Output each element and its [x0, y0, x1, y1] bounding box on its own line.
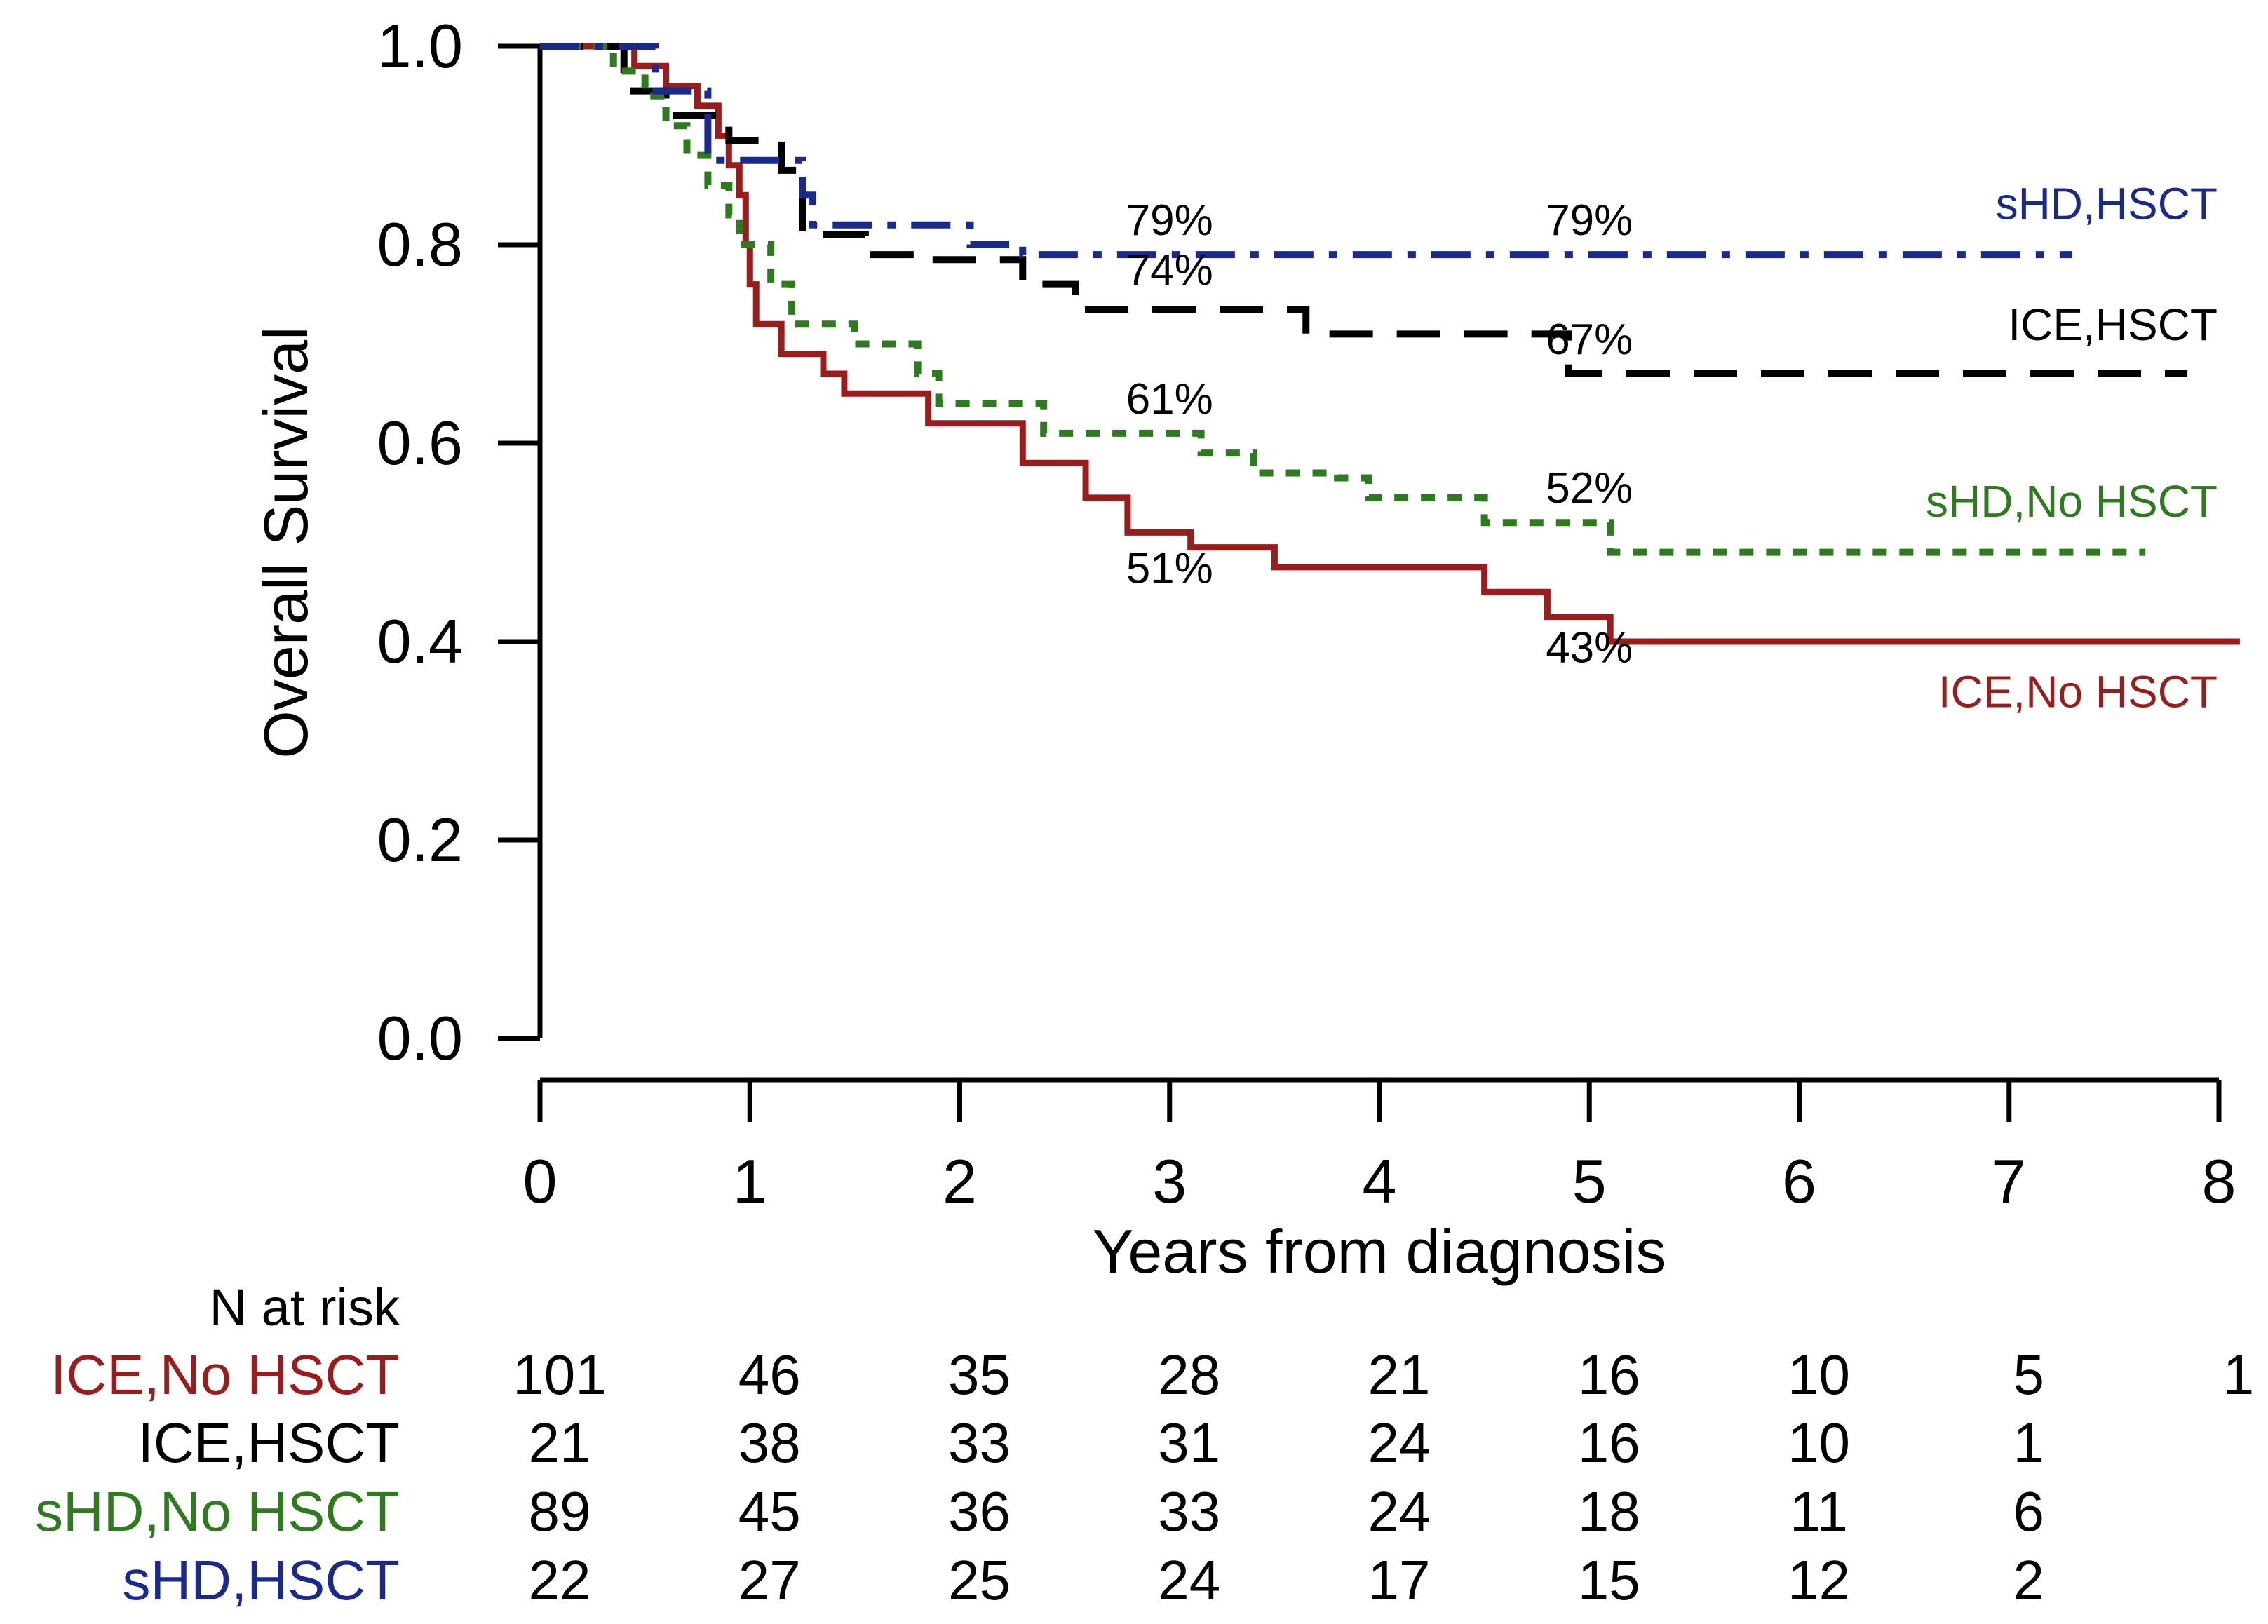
risk-count: 21 — [529, 1412, 591, 1474]
risk-count: 11 — [1790, 1480, 1848, 1543]
risk-count: 101 — [513, 1344, 606, 1406]
risk-count: 2 — [2013, 1549, 2045, 1611]
y-tick-label: 0.0 — [377, 1003, 463, 1073]
x-tick-label: 1 — [733, 1146, 767, 1216]
curve-labels: ICE,No HSCT 51% 43% ICE,HSCT 74% 67% sHD,No HS… — [1126, 178, 2218, 717]
risk-row-label: sHD,No HSCT — [35, 1480, 400, 1543]
percent-annotation: 79% — [1546, 196, 1633, 245]
risk-count: 16 — [1578, 1344, 1640, 1406]
y-tick-label: 0.4 — [377, 607, 463, 676]
y-tick-label: 0.2 — [377, 805, 463, 874]
risk-count: 38 — [738, 1412, 801, 1474]
risk-count: 12 — [1788, 1549, 1850, 1611]
risk-count: 89 — [529, 1480, 591, 1543]
series-label: sHD,No HSCT — [1926, 476, 2218, 527]
x-tick-label: 6 — [1782, 1146, 1816, 1216]
risk-count: 21 — [1368, 1344, 1431, 1406]
curve-ice-hsct — [540, 43, 2188, 377]
x-tick-label: 5 — [1572, 1146, 1607, 1216]
y-tick-label: 1.0 — [377, 11, 463, 81]
x-tick-label: 3 — [1152, 1146, 1187, 1216]
risk-count: 27 — [738, 1549, 801, 1611]
axes: 0.0 0.2 0.4 0.6 0.8 1.0 0 1 2 3 4 5 6 7 8 — [377, 11, 2236, 1216]
risk-count: 15 — [1578, 1549, 1640, 1611]
risk-row-label: ICE,HSCT — [138, 1412, 400, 1474]
risk-count: 24 — [1368, 1412, 1431, 1474]
risk-count: 6 — [2013, 1480, 2045, 1543]
risk-count: 45 — [738, 1480, 801, 1543]
x-tick-label: 0 — [523, 1146, 558, 1216]
risk-count: 28 — [1158, 1344, 1220, 1406]
risk-count: 5 — [2013, 1344, 2045, 1406]
risk-table-header: N at risk — [210, 1278, 400, 1337]
risk-count: 10 — [1788, 1412, 1850, 1474]
x-tick-label: 2 — [943, 1146, 977, 1216]
percent-annotation: 61% — [1126, 375, 1213, 424]
risk-count: 1 — [2013, 1412, 2045, 1474]
risk-count: 1 — [2223, 1344, 2255, 1406]
risk-count: 46 — [738, 1344, 801, 1406]
risk-count: 36 — [948, 1480, 1011, 1543]
percent-annotation: 67% — [1546, 316, 1633, 364]
x-axis-title: Years from diagnosis — [1093, 1217, 1667, 1286]
percent-annotation: 79% — [1126, 196, 1213, 245]
y-tick-label: 0.8 — [377, 210, 463, 279]
percent-annotation: 51% — [1126, 544, 1213, 593]
percent-annotation: 74% — [1126, 246, 1213, 295]
curve-shd-no-hsct — [540, 43, 2146, 556]
curve-ice-no-hsct — [540, 43, 2240, 645]
series-label: sHD,HSCT — [1996, 178, 2218, 229]
risk-count: 16 — [1578, 1412, 1640, 1474]
series-label: ICE,No HSCT — [1938, 667, 2218, 717]
percent-annotation: 52% — [1546, 464, 1633, 513]
risk-row-label: ICE,No HSCT — [50, 1344, 400, 1406]
risk-count: 33 — [1158, 1480, 1220, 1543]
risk-count: 33 — [948, 1412, 1011, 1474]
risk-row-label: sHD,HSCT — [122, 1549, 400, 1611]
risk-count: 17 — [1368, 1549, 1431, 1611]
risk-count: 24 — [1368, 1480, 1431, 1543]
risk-count: 22 — [529, 1549, 591, 1611]
percent-annotation: 43% — [1546, 624, 1633, 672]
risk-count: 31 — [1158, 1412, 1220, 1474]
survival-curves — [540, 43, 2240, 645]
x-tick-label: 7 — [1992, 1146, 2026, 1216]
risk-count: 25 — [948, 1549, 1011, 1611]
risk-count: 18 — [1578, 1480, 1640, 1543]
risk-count: 35 — [948, 1344, 1011, 1406]
y-tick-label: 0.6 — [377, 408, 463, 478]
x-tick-label: 8 — [2202, 1146, 2236, 1216]
y-axis-title: Overall Survival — [251, 326, 320, 758]
risk-count: 10 — [1788, 1344, 1850, 1406]
series-label: ICE,HSCT — [2008, 299, 2218, 350]
curve-shd-hsct — [540, 43, 2072, 259]
risk-count: 24 — [1158, 1549, 1220, 1611]
x-tick-label: 4 — [1363, 1146, 1397, 1216]
risk-table: N at risk ICE,No HSCT 101 46 35 28 21 16 10 5 1IC… — [35, 1278, 2254, 1611]
